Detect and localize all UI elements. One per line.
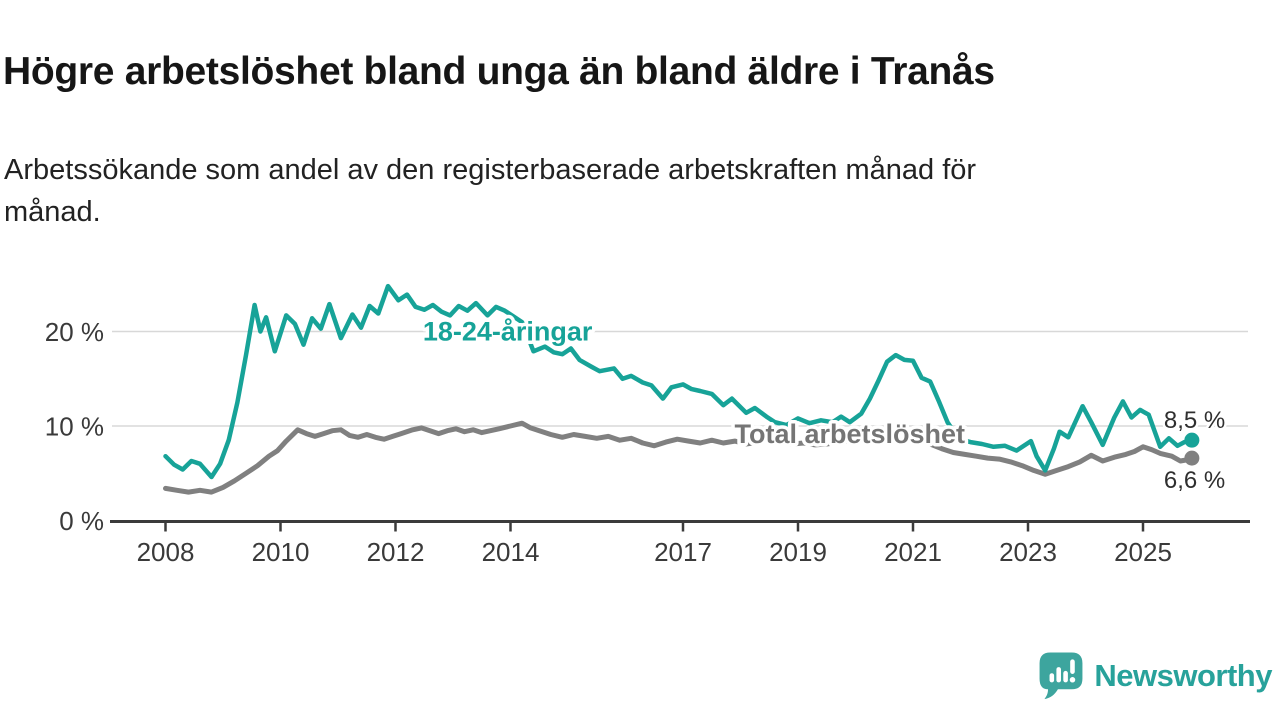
series-end-value-label: 8,5 % [1164, 407, 1225, 434]
series-inline-label: Total arbetslöshet [734, 419, 965, 449]
x-tick-label: 2017 [654, 537, 712, 567]
logo-wordmark: Newsworthy [1094, 657, 1272, 693]
x-tick-label: 2019 [769, 537, 827, 567]
series-end-dot [1184, 450, 1200, 466]
x-tick-label: 2014 [482, 537, 540, 567]
chart-subtitle: Arbetssökande som andel av den registerb… [4, 154, 977, 229]
y-tick-label: 0 % [59, 506, 104, 536]
y-tick-label: 10 % [45, 412, 104, 442]
x-tick-label: 2012 [367, 537, 425, 567]
newsworthy-logo: Newsworthy [1038, 651, 1272, 700]
newsworthy-speech-bubble-bar-chart-icon [1039, 652, 1083, 700]
x-tick-label: 2025 [1114, 537, 1172, 567]
series-line-young [163, 283, 1195, 480]
x-tick-label: 2021 [884, 537, 942, 567]
page-title: Högre arbetslöshet bland unga än bland ä… [3, 50, 995, 94]
series-inline-label: 18-24-åringar [423, 317, 593, 347]
series-end-dot [1184, 432, 1200, 448]
x-tick-label: 2008 [137, 537, 195, 567]
line-chart: 2008 2010 2012 2014 2017 2019 2021 2023 2025 0 % 1… [45, 283, 1250, 567]
x-tick-label: 2010 [252, 537, 310, 567]
series-end-value-label: 6,6 % [1164, 467, 1225, 494]
series-line-total [163, 420, 1195, 495]
x-tick-label: 2023 [999, 537, 1057, 567]
y-tick-label: 20 % [45, 317, 104, 347]
